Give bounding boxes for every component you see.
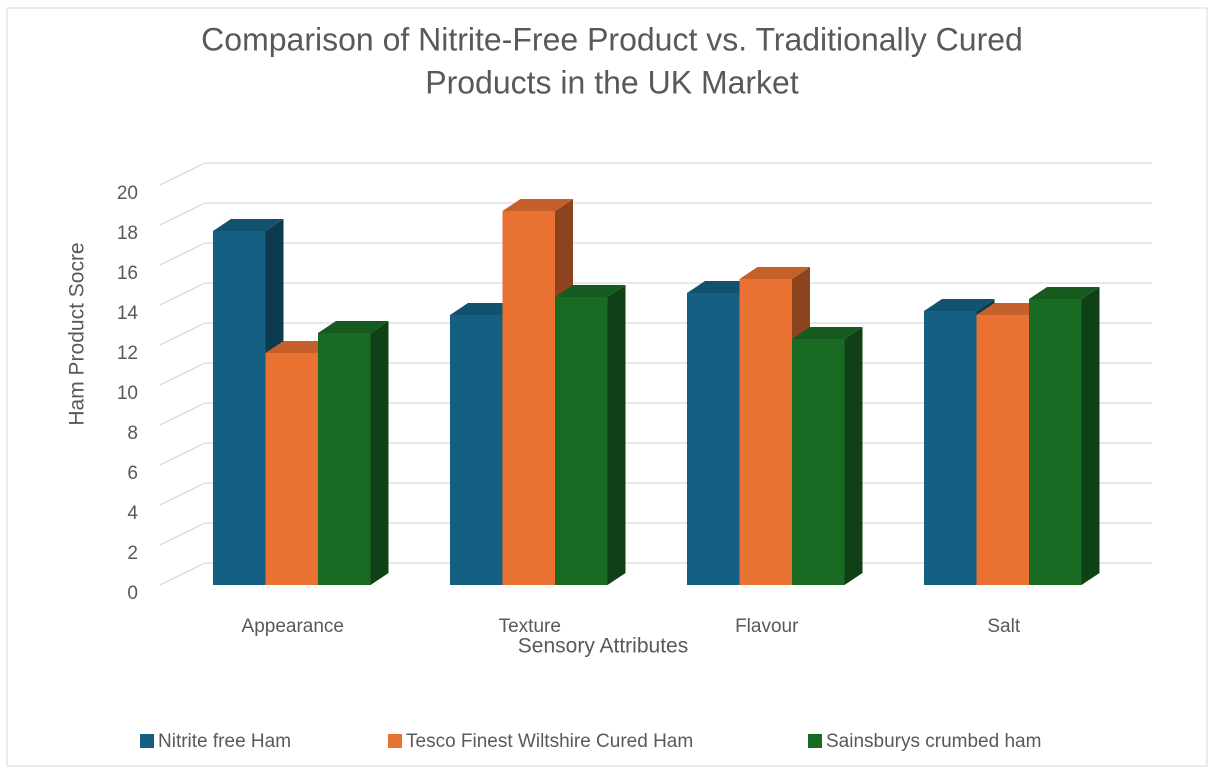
- chart-title: Comparison of Nitrite-Free Product vs. T…: [201, 21, 1023, 57]
- bar-top: [1029, 287, 1100, 299]
- y-tick-label: 16: [117, 263, 138, 284]
- y-axis-label: Ham Product Socre: [66, 242, 89, 425]
- legend-swatch: [808, 734, 822, 748]
- bar: [213, 231, 266, 585]
- legend-label: Nitrite free Ham: [158, 731, 291, 752]
- legend-swatch: [140, 734, 154, 748]
- y-tick-label: 14: [117, 303, 139, 324]
- bar-top: [318, 321, 389, 333]
- grid-line: [159, 442, 206, 466]
- y-tick-label: 0: [127, 583, 138, 604]
- y-tick-label: 20: [117, 183, 138, 204]
- bar-top: [924, 299, 995, 311]
- y-tick-label: 18: [117, 223, 138, 244]
- bar: [1029, 299, 1082, 585]
- bar-side: [844, 327, 863, 585]
- x-tick-label: Texture: [499, 616, 561, 637]
- bar-top: [739, 267, 810, 279]
- y-tick-label: 6: [127, 463, 138, 484]
- grid-line: [159, 162, 206, 186]
- bar: [792, 339, 845, 585]
- grid-line: [159, 482, 206, 506]
- bar: [265, 353, 318, 585]
- chart-title: Products in the UK Market: [425, 64, 799, 100]
- legend-label: Sainsburys crumbed ham: [826, 731, 1041, 752]
- y-tick-label: 8: [127, 423, 138, 444]
- legend-label: Tesco Finest Wiltshire Cured Ham: [406, 731, 693, 752]
- grid-line: [159, 362, 206, 386]
- legend-swatch: [388, 734, 402, 748]
- bar-side: [370, 321, 389, 585]
- y-tick-label: 12: [117, 343, 138, 364]
- bar-top: [555, 285, 626, 297]
- bar: [502, 211, 555, 585]
- y-tick-label: 4: [127, 503, 138, 524]
- x-tick-label: Salt: [987, 616, 1020, 637]
- grid-line: [159, 202, 206, 226]
- bar: [555, 297, 608, 585]
- bar: [687, 293, 740, 585]
- grid-line: [159, 522, 206, 546]
- bar: [924, 311, 977, 585]
- bar: [318, 333, 371, 585]
- bar-top: [213, 219, 284, 231]
- bar: [739, 279, 792, 585]
- grid-line: [159, 402, 206, 426]
- y-tick-label: 2: [127, 543, 138, 564]
- grid-line: [159, 322, 206, 346]
- x-tick-label: Appearance: [242, 616, 344, 637]
- bar-top: [502, 199, 573, 211]
- bar: [450, 315, 503, 585]
- bar: [976, 315, 1029, 585]
- y-tick-label: 10: [117, 383, 138, 404]
- x-axis-label: Sensory Attributes: [518, 635, 688, 658]
- bar-side: [607, 285, 626, 585]
- grid-line: [159, 562, 206, 586]
- grid-line: [159, 282, 206, 306]
- x-tick-label: Flavour: [735, 616, 799, 637]
- grid-line: [159, 242, 206, 266]
- bar-side: [1081, 287, 1100, 585]
- bar-top: [792, 327, 863, 339]
